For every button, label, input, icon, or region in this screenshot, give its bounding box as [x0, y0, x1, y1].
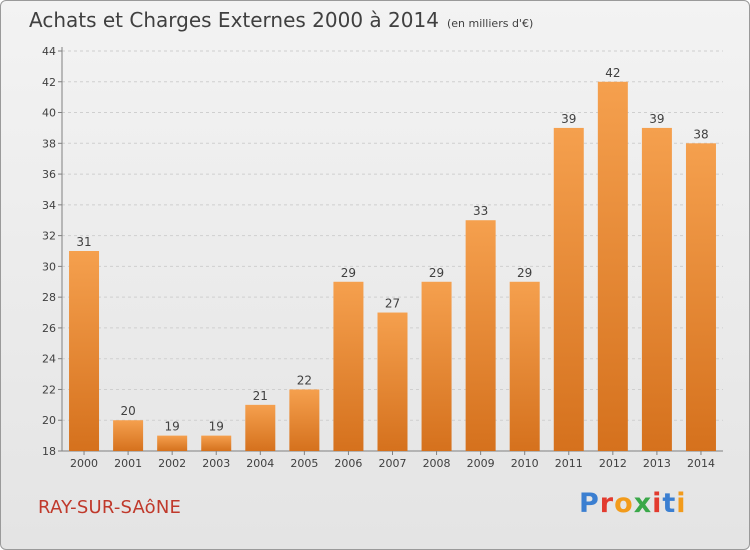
y-tick-label: 26 [42, 322, 56, 335]
bar-2008 [421, 281, 452, 451]
bar-2010 [509, 281, 540, 451]
bar-2011 [553, 127, 584, 451]
data-label-2011: 39 [561, 112, 576, 126]
bar-2012 [597, 81, 628, 452]
y-tick-label: 22 [42, 383, 56, 396]
x-tick-label-2008: 2008 [423, 457, 451, 470]
bar-2002 [157, 435, 188, 451]
data-label-2009: 33 [473, 204, 488, 218]
y-tick-label: 24 [42, 353, 56, 366]
x-tick-label-2007: 2007 [379, 457, 407, 470]
bar-2013 [641, 127, 672, 451]
bar-2003 [201, 435, 232, 451]
data-label-2003: 19 [209, 420, 224, 434]
x-tick-label-2011: 2011 [555, 457, 583, 470]
x-tick-label-2014: 2014 [687, 457, 715, 470]
x-tick-label-2009: 2009 [467, 457, 495, 470]
bar-2000 [69, 251, 100, 451]
data-label-2014: 38 [693, 127, 708, 141]
y-tick-label: 44 [42, 45, 56, 58]
y-tick-label: 20 [42, 414, 56, 427]
data-label-2002: 19 [165, 420, 180, 434]
labels: 18 20 22 24 26 28 30 32 34 36 38 40 42 44 31 2000 20 2001… [42, 45, 715, 470]
bar-2009 [465, 220, 496, 451]
chart-title: Achats et Charges Externes 2000 à 2014 (e… [29, 8, 533, 32]
data-label-2004: 21 [253, 389, 268, 403]
logo-letter: P [579, 488, 600, 519]
logo-letter: x [633, 488, 653, 519]
title-text: Achats et Charges Externes 2000 à 2014 [29, 8, 439, 32]
x-tick-label-2001: 2001 [114, 457, 142, 470]
chart-subtitle: (en milliers d'€) [446, 17, 534, 30]
logo-letter: i [652, 488, 663, 519]
proxiti-logo: Proxiti [579, 488, 687, 519]
y-tick-label: 28 [42, 291, 56, 304]
x-tick-label-2005: 2005 [290, 457, 318, 470]
x-tick-label-2010: 2010 [511, 457, 539, 470]
logo-letter: r [599, 488, 615, 519]
bar-2007 [377, 312, 408, 451]
bar-2004 [245, 404, 276, 451]
y-tick-label: 34 [42, 199, 56, 212]
x-tick-label-2006: 2006 [334, 457, 362, 470]
y-tick-label: 36 [42, 168, 56, 181]
bar-2005 [289, 389, 320, 451]
y-tick-label: 30 [42, 260, 56, 273]
y-tick-label: 18 [42, 445, 56, 458]
data-label-2010: 29 [517, 266, 532, 280]
data-label-2000: 31 [76, 235, 91, 249]
data-label-2001: 20 [120, 404, 135, 418]
y-tick-label: 38 [42, 137, 56, 150]
data-label-2012: 42 [605, 66, 620, 80]
x-tick-label-2004: 2004 [246, 457, 274, 470]
data-label-2008: 29 [429, 266, 444, 280]
y-tick-label: 40 [42, 107, 56, 120]
data-label-2005: 22 [297, 373, 312, 387]
bars [69, 81, 716, 452]
data-label-2007: 27 [385, 297, 400, 311]
x-tick-label-2000: 2000 [70, 457, 98, 470]
x-tick-label-2002: 2002 [158, 457, 186, 470]
logo-letter: o [614, 488, 634, 519]
x-tick-label-2003: 2003 [202, 457, 230, 470]
logo-letter: i [676, 488, 687, 519]
data-label-2013: 39 [649, 112, 664, 126]
x-tick-label-2013: 2013 [643, 457, 671, 470]
bar-2001 [113, 420, 144, 451]
y-tick-label: 42 [42, 76, 56, 89]
bar-2014 [685, 143, 716, 452]
commune-name: RAY-SUR-SAôNE [38, 497, 182, 518]
data-label-2006: 29 [341, 266, 356, 280]
bar-2006 [333, 281, 364, 451]
x-tick-label-2012: 2012 [599, 457, 627, 470]
y-tick-label: 32 [42, 230, 56, 243]
logo-letter: t [662, 488, 677, 519]
